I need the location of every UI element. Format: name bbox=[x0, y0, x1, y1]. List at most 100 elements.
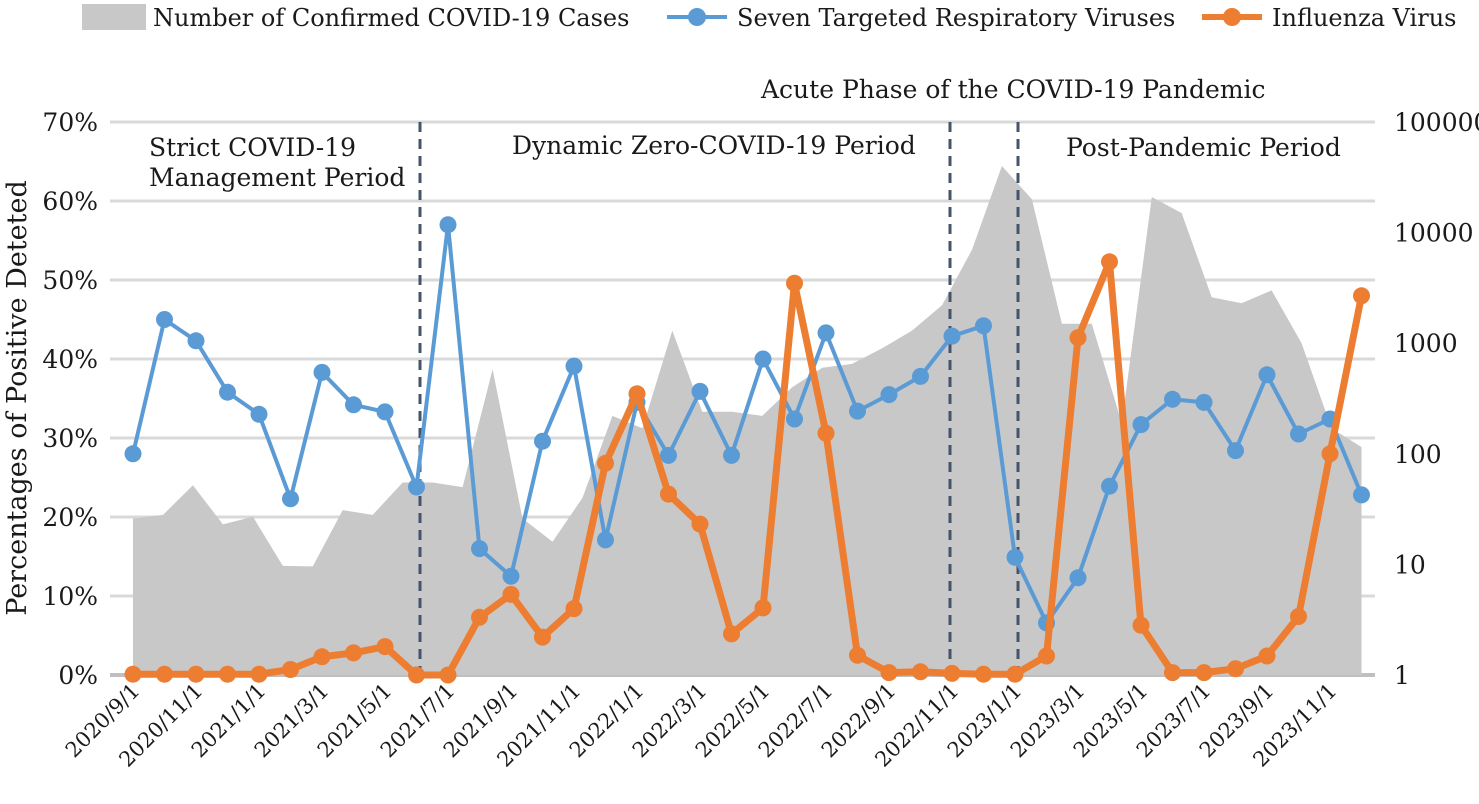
seven-viruses-point bbox=[817, 324, 835, 342]
influenza-point bbox=[282, 661, 299, 678]
influenza-point bbox=[565, 600, 583, 618]
influenza-series bbox=[124, 253, 1370, 684]
annotation-strict-line2: Management Period bbox=[149, 163, 405, 192]
influenza-point bbox=[219, 665, 236, 683]
left-tick-label: 20% bbox=[42, 503, 98, 532]
seven-viruses-point bbox=[502, 567, 520, 585]
seven-viruses-point bbox=[1258, 366, 1276, 384]
influenza-point bbox=[1101, 253, 1118, 271]
seven-viruses-point bbox=[376, 403, 394, 421]
seven-viruses-point bbox=[471, 540, 488, 558]
left-tick-label: 0% bbox=[58, 661, 98, 690]
influenza-point bbox=[1164, 664, 1181, 682]
annotation-post: Post-Pandemic Period bbox=[1066, 133, 1341, 162]
influenza-point bbox=[691, 515, 709, 533]
influenza-point bbox=[628, 385, 646, 403]
influenza-point bbox=[471, 608, 488, 626]
seven-viruses-point bbox=[219, 383, 236, 401]
seven-viruses-point bbox=[439, 216, 457, 234]
influenza-point bbox=[1132, 616, 1150, 634]
influenza-point bbox=[786, 274, 803, 292]
seven-viruses-point bbox=[597, 531, 614, 549]
seven-viruses-point bbox=[345, 396, 362, 414]
influenza-point bbox=[1353, 287, 1370, 305]
left-tick-label: 70% bbox=[42, 108, 98, 137]
legend-label-seven-viruses: Seven Targeted Respiratory Viruses bbox=[737, 4, 1175, 32]
covid-cases-area bbox=[133, 166, 1362, 675]
seven-viruses-point bbox=[1195, 393, 1213, 411]
left-axis-ticks: 0% 10% 20% 30% 40% 50% 60% 70% bbox=[42, 108, 98, 690]
left-tick-label: 30% bbox=[42, 424, 98, 453]
influenza-point bbox=[1258, 647, 1276, 665]
influenza-point bbox=[408, 666, 425, 684]
seven-viruses-point bbox=[849, 402, 866, 420]
influenza-point bbox=[1038, 647, 1055, 665]
influenza-point bbox=[817, 424, 835, 442]
seven-viruses-point bbox=[282, 490, 299, 508]
annotation-dynamic: Dynamic Zero-COVID-19 Period bbox=[512, 131, 916, 160]
legend: Number of Confirmed COVID-19 Cases Seven… bbox=[82, 4, 1456, 32]
influenza-point bbox=[597, 454, 614, 472]
right-tick-label: 10 bbox=[1394, 550, 1426, 579]
seven-viruses-point bbox=[313, 363, 331, 381]
influenza-point bbox=[660, 485, 677, 503]
influenza-point bbox=[439, 666, 457, 684]
x-axis-ticks: 2020/9/12020/11/12021/1/12021/3/12021/5/… bbox=[61, 679, 1342, 772]
annotation-strict-line1: Strict COVID-19 bbox=[149, 133, 356, 162]
influenza-point bbox=[880, 664, 898, 682]
seven-viruses-point bbox=[250, 405, 268, 423]
influenza-point bbox=[376, 638, 394, 656]
seven-viruses-point bbox=[880, 386, 898, 404]
right-tick-label: 1000 bbox=[1394, 329, 1458, 358]
legend-label-influenza: Influenza Virus bbox=[1272, 4, 1456, 32]
covid-cases-area-layer bbox=[133, 166, 1362, 675]
seven-viruses-point bbox=[786, 410, 803, 428]
influenza-point bbox=[313, 648, 331, 666]
influenza-point bbox=[250, 665, 268, 683]
right-axis-ticks: 1 10 100 1000 10000 100000 bbox=[1394, 108, 1479, 690]
influenza-point bbox=[534, 628, 551, 646]
influenza-point bbox=[723, 625, 740, 643]
right-tick-label: 100 bbox=[1394, 440, 1442, 469]
y-axis-label: Percentages of Positive Deteted bbox=[2, 180, 33, 616]
influenza-point bbox=[912, 663, 929, 681]
period-dividers bbox=[418, 122, 1020, 675]
seven-viruses-point bbox=[565, 357, 583, 375]
seven-viruses-point bbox=[187, 332, 205, 350]
influenza-point bbox=[1195, 664, 1213, 682]
legend-swatch-covid-cases bbox=[82, 4, 146, 30]
seven-viruses-point bbox=[975, 317, 992, 335]
influenza-point bbox=[975, 665, 992, 683]
seven-viruses-point bbox=[1227, 442, 1244, 460]
influenza-point bbox=[943, 664, 961, 682]
left-tick-label: 40% bbox=[42, 345, 98, 374]
seven-viruses-point bbox=[1164, 390, 1181, 408]
right-tick-label: 100000 bbox=[1394, 108, 1479, 137]
left-tick-label: 50% bbox=[42, 266, 98, 295]
annotation-acute: Acute Phase of the COVID-19 Pandemic bbox=[760, 75, 1266, 104]
influenza-point bbox=[754, 599, 772, 617]
left-tick-label: 60% bbox=[42, 187, 98, 216]
seven-viruses-point bbox=[1006, 548, 1024, 566]
influenza-point bbox=[124, 665, 142, 683]
influenza-line bbox=[133, 258, 1365, 679]
legend-marker-seven-viruses bbox=[688, 8, 706, 26]
seven-viruses-point bbox=[124, 445, 142, 463]
influenza-point bbox=[1290, 608, 1307, 625]
influenza-point bbox=[187, 665, 205, 683]
seven-viruses-point bbox=[943, 327, 961, 345]
seven-viruses-point bbox=[1353, 486, 1370, 504]
seven-viruses-point bbox=[1290, 425, 1307, 443]
seven-viruses-point bbox=[754, 350, 772, 368]
seven-viruses-point bbox=[691, 382, 709, 400]
influenza-point bbox=[156, 665, 173, 683]
seven-viruses-line bbox=[131, 222, 1364, 625]
legend-label-covid-cases: Number of Confirmed COVID-19 Cases bbox=[153, 4, 629, 32]
seven-viruses-point bbox=[156, 311, 173, 328]
seven-viruses-point bbox=[660, 446, 677, 464]
seven-viruses-point bbox=[1069, 569, 1087, 587]
right-tick-label: 10000 bbox=[1394, 219, 1474, 248]
influenza-point bbox=[1006, 665, 1024, 683]
seven-viruses-point bbox=[1132, 416, 1150, 434]
